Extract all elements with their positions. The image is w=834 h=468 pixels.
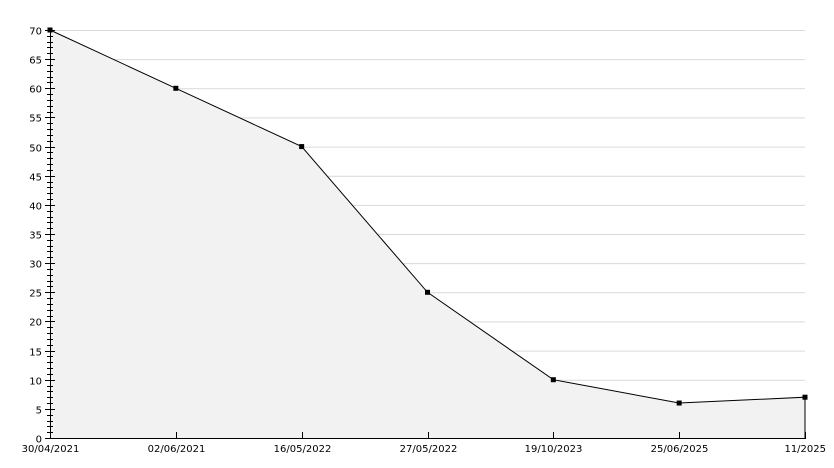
- y-tick-label: 15: [29, 348, 42, 359]
- y-tick-label: 0: [36, 435, 42, 446]
- area-fill: [50, 30, 805, 438]
- y-tick-label: 65: [29, 56, 42, 67]
- y-tick-label: 35: [29, 231, 42, 242]
- y-tick-label: 40: [29, 202, 42, 213]
- data-point: [802, 394, 808, 400]
- data-point: [425, 289, 430, 295]
- y-tick-label: 70: [29, 27, 42, 38]
- x-tick-label: 11/2025: [784, 444, 826, 455]
- y-tick-label: 50: [29, 144, 42, 155]
- y-tick-label: 5: [36, 406, 42, 417]
- x-tick-label: 25/06/2025: [651, 444, 709, 455]
- x-tick-label: 27/05/2022: [400, 444, 458, 455]
- y-tick-label: 25: [29, 289, 42, 300]
- data-point: [173, 85, 179, 91]
- x-tick-label: 19/10/2023: [525, 444, 583, 455]
- data-point: [47, 27, 53, 33]
- y-tick-label: 30: [29, 260, 42, 271]
- series-line: [49, 29, 806, 438]
- x-tick-label: 02/06/2021: [148, 444, 206, 455]
- y-tick-label: 10: [29, 377, 42, 388]
- data-point: [676, 400, 682, 406]
- y-tick-label: 45: [29, 173, 42, 184]
- x-tick-label: 30/04/2021: [22, 444, 80, 455]
- data-point: [550, 377, 556, 383]
- data-point: [299, 144, 305, 150]
- y-tick-label: 60: [29, 85, 42, 96]
- x-tick-label: 16/05/2022: [274, 444, 332, 455]
- y-tick-label: 55: [29, 114, 42, 125]
- y-tick-label: 20: [29, 318, 42, 329]
